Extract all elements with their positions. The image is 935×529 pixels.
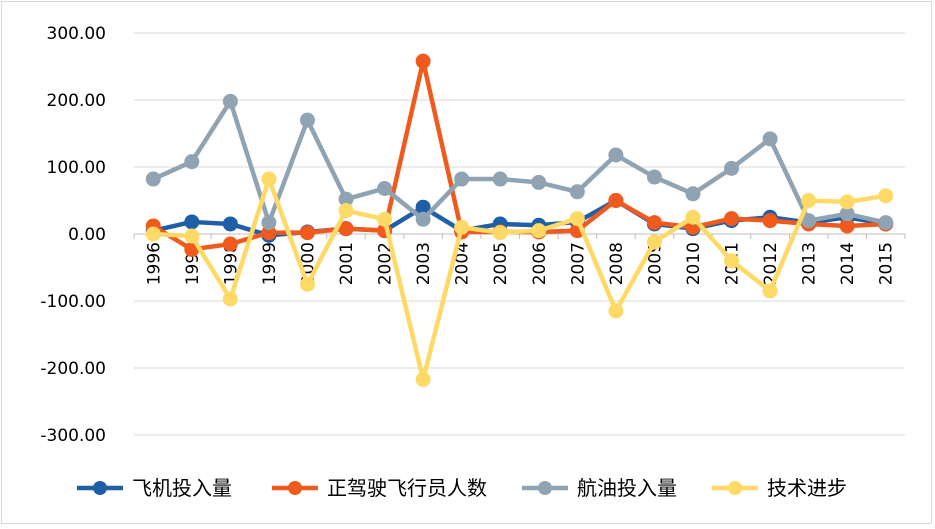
data-point [762, 131, 778, 147]
legend: 飞机投入量 正驾驶飞行员人数 航油投入量 技术进步 [77, 476, 847, 500]
data-point [646, 169, 662, 185]
data-point [646, 234, 662, 250]
x-tick-label: 2007 [568, 242, 588, 285]
data-point [839, 194, 855, 210]
data-point [222, 291, 238, 307]
legend-item-4: 技术进步 [712, 476, 847, 500]
legend-label: 飞机投入量 [132, 476, 232, 500]
legend-marker [93, 481, 107, 495]
data-point [569, 184, 585, 200]
data-point [222, 216, 238, 232]
data-point [646, 215, 662, 231]
x-tick-label: 2008 [607, 242, 627, 285]
legend-item-2: 正驾驶飞行员人数 [272, 476, 487, 500]
data-point [454, 219, 470, 235]
legend-marker [728, 481, 742, 495]
data-point [145, 171, 161, 187]
x-tick-label: 1999 [260, 242, 280, 285]
data-point [878, 215, 894, 231]
x-tick-label: 1996 [144, 242, 164, 285]
data-point [492, 225, 508, 241]
y-tick-label: 100.00 [47, 158, 106, 178]
data-point [608, 193, 624, 208]
series-line [151, 99, 888, 225]
series-layer [145, 53, 894, 387]
data-point [531, 174, 547, 190]
legend-item-1: 飞机投入量 [77, 476, 232, 500]
x-tick-label: 2003 [414, 242, 434, 285]
data-point [724, 253, 740, 269]
data-point [261, 215, 277, 231]
x-tick-label: 2013 [800, 242, 820, 285]
data-point [184, 154, 200, 170]
data-point [184, 214, 200, 230]
legend-marker [288, 481, 302, 495]
data-point [222, 236, 238, 252]
data-point [145, 226, 161, 242]
data-point [299, 112, 315, 128]
data-point [878, 188, 894, 204]
data-point [762, 213, 778, 229]
data-point [531, 223, 547, 239]
data-point [454, 171, 470, 187]
data-point [261, 171, 277, 187]
y-tick-label: -100.00 [40, 292, 106, 312]
x-tick-label: 2012 [761, 242, 781, 285]
data-point [685, 209, 701, 225]
data-point [608, 147, 624, 163]
data-point [222, 93, 238, 109]
legend-marker [538, 481, 552, 495]
y-tick-label: -200.00 [40, 359, 106, 379]
data-point [415, 371, 431, 387]
data-point [724, 160, 740, 176]
data-point [724, 211, 740, 227]
x-tick-label: 2001 [337, 242, 357, 285]
data-point [377, 211, 393, 227]
data-point [377, 180, 393, 196]
x-tick-label: 2014 [838, 242, 858, 285]
data-point [685, 186, 701, 202]
y-axis-ticks: -300.00 -200.00 -100.00 0.00 100.00 200.00 300… [40, 24, 106, 446]
data-point [415, 211, 431, 227]
y-tick-label: -300.00 [40, 426, 106, 446]
legend-item-3: 航油投入量 [522, 476, 677, 500]
legend-label: 航油投入量 [577, 476, 677, 500]
y-tick-label: 300.00 [47, 24, 106, 44]
series-3 [145, 93, 894, 231]
data-point [569, 211, 585, 227]
x-tick-label: 2010 [684, 242, 704, 285]
data-point [299, 276, 315, 292]
series-line [151, 176, 888, 382]
legend-label: 正驾驶飞行员人数 [327, 476, 487, 500]
y-tick-label: 200.00 [47, 91, 106, 111]
data-point [299, 225, 315, 241]
data-point [492, 171, 508, 187]
legend-label: 技术进步 [767, 476, 847, 500]
x-tick-label: 2015 [877, 242, 897, 285]
data-point [338, 203, 354, 219]
data-point [801, 193, 817, 208]
series-4 [145, 171, 894, 387]
data-point [415, 53, 431, 69]
data-point [184, 228, 200, 244]
x-tick-label: 2006 [530, 242, 550, 285]
data-point [762, 283, 778, 299]
x-tick-label: 2004 [453, 242, 473, 285]
x-tick-label: 2005 [491, 242, 511, 285]
y-tick-label: 0.00 [68, 225, 106, 245]
data-point [608, 303, 624, 319]
